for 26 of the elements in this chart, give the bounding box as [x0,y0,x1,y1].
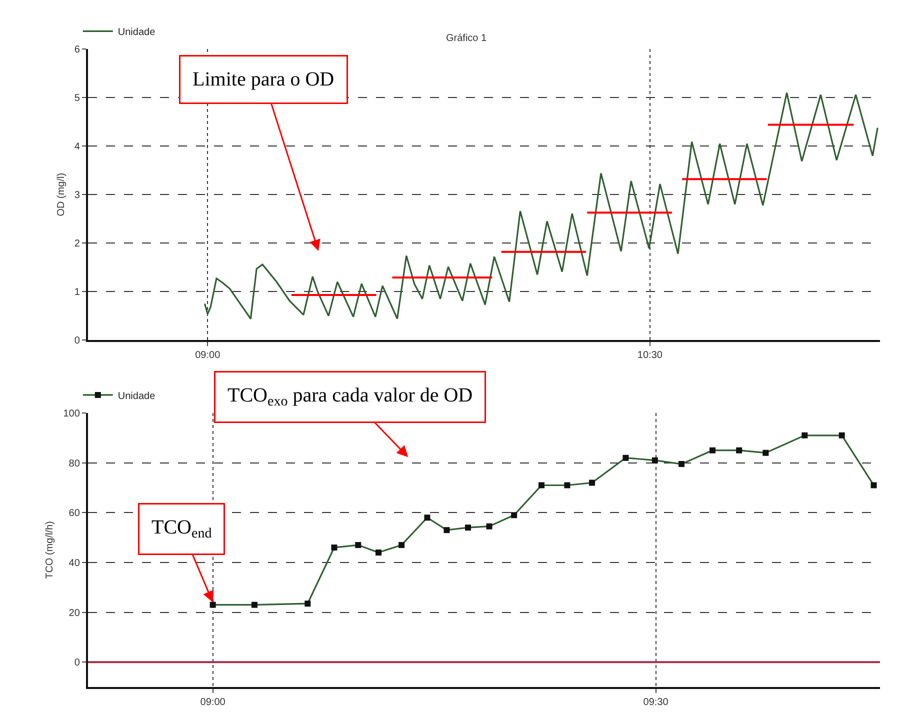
chart-title: Gráfico 1 [446,33,488,44]
y-tick-label: 60 [68,508,80,520]
y-tick-label: 1 [74,287,80,298]
y-tick-label: 5 [74,93,80,104]
y-axis-title: OD (mg/l) [56,172,67,216]
line-series [204,92,878,320]
x-tick-label: 10:30 [637,350,663,362]
legend-label: Unidade [118,390,156,402]
y-tick-label: 100 [63,408,80,420]
legend-label: Unidade [118,27,156,38]
y-tick-label: 40 [68,558,80,569]
y-tick-label: 4 [74,142,80,153]
text: TCO$_{exo}$ para cada valor de OD [228,384,473,410]
y-tick-label: 6 [74,44,80,56]
y-tick-label: 0 [74,336,80,347]
y-tick-label: 2 [74,238,80,250]
x-tick-label: 09:00 [195,350,221,362]
y-tick-label: 0 [74,658,80,669]
x-tick-label: 09:30 [643,697,669,708]
annotation: TCO$_{end}$ [152,516,212,542]
annotation: Limite para o OD [192,68,334,90]
y-tick-label: 20 [68,608,80,619]
y-tick-label: 3 [74,190,80,202]
x-tick-label: 09:00 [200,697,226,708]
y-axis-title: TCO (mg/l/h) [44,521,56,579]
y-tick-label: 80 [68,458,80,470]
